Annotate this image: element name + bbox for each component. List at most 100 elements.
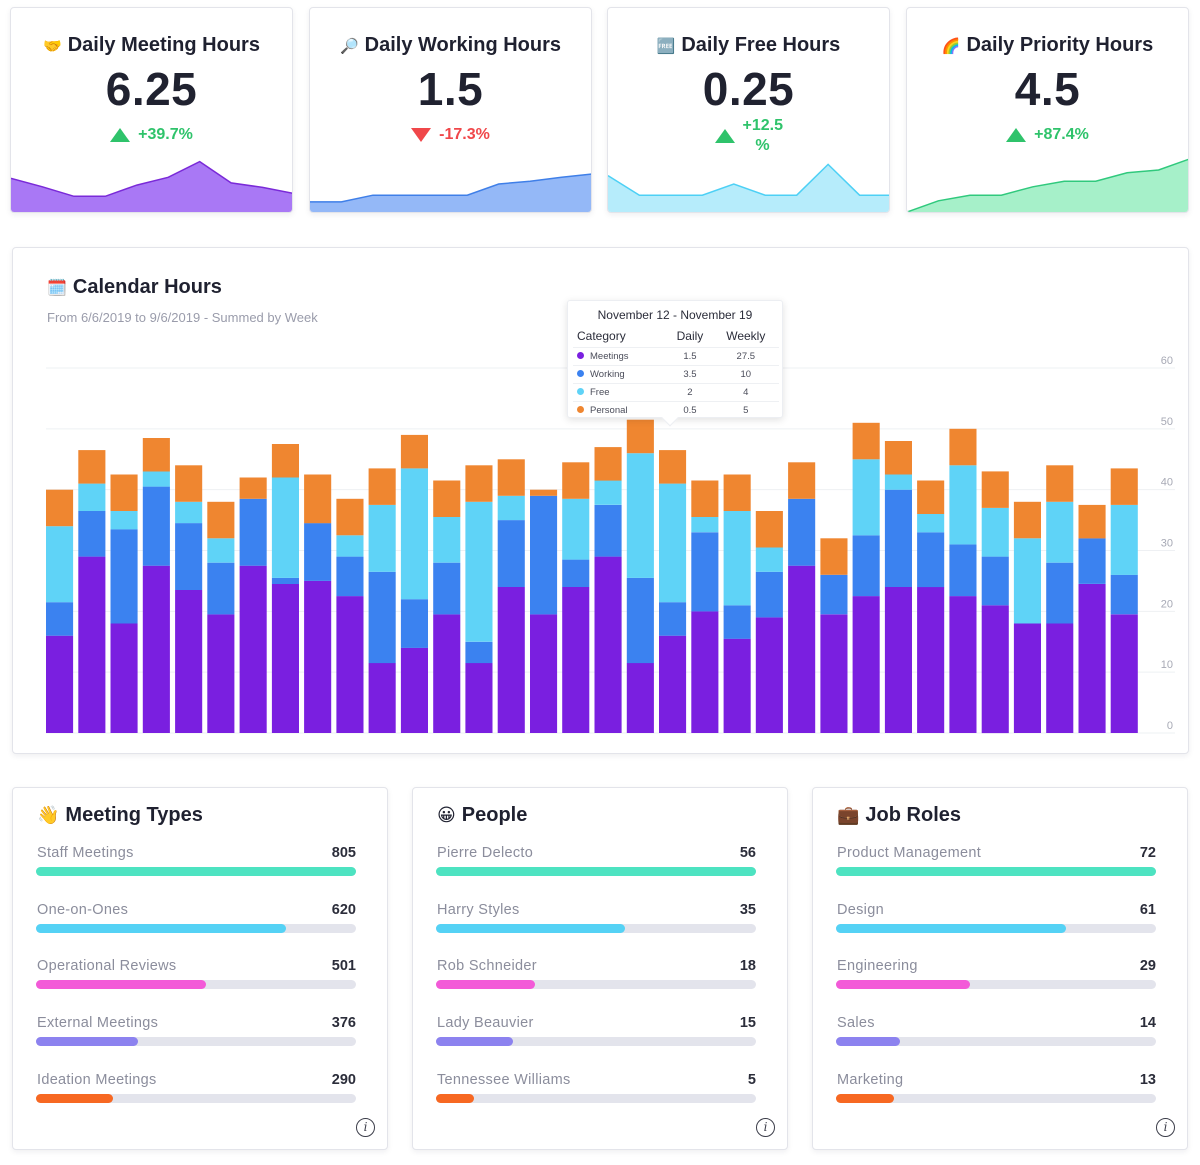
bar-segment-meetings[interactable] [659, 635, 687, 733]
bar-segment-meetings[interactable] [820, 614, 848, 733]
bar-segment-meetings[interactable] [239, 565, 267, 733]
bar-segment-meetings[interactable] [1046, 623, 1074, 734]
info-icon[interactable]: i [1156, 1118, 1175, 1137]
bar-segment-working[interactable] [820, 574, 848, 615]
bar-segment-free[interactable] [755, 547, 783, 572]
bar-segment-personal[interactable] [1013, 501, 1041, 539]
list-item[interactable]: Design 61 [836, 902, 1156, 959]
bar-segment-personal[interactable] [659, 450, 687, 484]
bar-segment-meetings[interactable] [594, 556, 622, 733]
bar-segment-personal[interactable] [562, 462, 590, 499]
bar-segment-free[interactable] [368, 504, 396, 572]
bar-segment-meetings[interactable] [271, 584, 299, 733]
bar-segment-personal[interactable] [1046, 465, 1074, 502]
bar-segment-free[interactable] [46, 526, 74, 603]
bar-segment-working[interactable] [852, 535, 880, 597]
bar-segment-free[interactable] [1110, 504, 1138, 575]
bar-segment-working[interactable] [884, 489, 912, 587]
bar-segment-free[interactable] [207, 538, 235, 563]
bar-segment-free[interactable] [691, 517, 719, 533]
bar-segment-free[interactable] [1013, 538, 1041, 624]
bar-segment-personal[interactable] [304, 474, 332, 524]
bar-segment-working[interactable] [917, 532, 945, 588]
bar-segment-personal[interactable] [110, 474, 138, 512]
bar-segment-working[interactable] [626, 577, 654, 664]
bar-segment-personal[interactable] [497, 459, 525, 496]
bar-segment-working[interactable] [1078, 538, 1106, 584]
bar-segment-free[interactable] [175, 501, 203, 524]
bar-segment-working[interactable] [562, 559, 590, 587]
bar-segment-working[interactable] [110, 529, 138, 624]
bar-segment-personal[interactable] [917, 480, 945, 515]
list-item[interactable]: Pierre Delecto 56 [436, 845, 756, 902]
bar-segment-meetings[interactable] [981, 605, 1009, 734]
bar-segment-meetings[interactable] [884, 587, 912, 733]
bar-segment-meetings[interactable] [142, 565, 170, 733]
bar-segment-working[interactable] [497, 520, 525, 587]
bar-segment-working[interactable] [1110, 574, 1138, 615]
bar-segment-personal[interactable] [820, 538, 848, 575]
bar-segment-working[interactable] [659, 602, 687, 636]
bar-segment-working[interactable] [400, 599, 428, 648]
bar-segment-personal[interactable] [175, 465, 203, 502]
list-item[interactable]: Tennessee Williams 5 [436, 1072, 756, 1129]
bar-segment-personal[interactable] [400, 434, 428, 469]
bar-segment-personal[interactable] [530, 489, 558, 496]
bar-segment-personal[interactable] [142, 438, 170, 472]
bar-segment-meetings[interactable] [723, 638, 751, 733]
bar-segment-working[interactable] [336, 556, 364, 597]
bar-segment-free[interactable] [562, 498, 590, 560]
bar-segment-working[interactable] [594, 504, 622, 557]
bar-segment-meetings[interactable] [1078, 584, 1106, 733]
bar-segment-meetings[interactable] [175, 590, 203, 733]
kpi-card-priority-hours[interactable]: 🌈 Daily Priority Hours 4.5 +87.4% [906, 7, 1189, 213]
bar-segment-working[interactable] [271, 577, 299, 584]
bar-segment-free[interactable] [465, 501, 493, 642]
bar-segment-personal[interactable] [949, 428, 977, 466]
bar-segment-personal[interactable] [207, 501, 235, 539]
bar-segment-personal[interactable] [723, 474, 751, 512]
bar-segment-meetings[interactable] [530, 614, 558, 733]
bar-segment-meetings[interactable] [1013, 623, 1041, 734]
list-item[interactable]: Operational Reviews 501 [36, 958, 356, 1015]
list-item[interactable]: External Meetings 376 [36, 1015, 356, 1072]
bar-segment-meetings[interactable] [626, 663, 654, 733]
bar-segment-meetings[interactable] [304, 580, 332, 733]
bar-segment-working[interactable] [46, 602, 74, 636]
bar-segment-working[interactable] [433, 562, 461, 615]
bar-segment-working[interactable] [1046, 562, 1074, 624]
bar-segment-free[interactable] [917, 514, 945, 533]
bar-segment-meetings[interactable] [949, 596, 977, 733]
bar-segment-meetings[interactable] [433, 614, 461, 733]
bar-segment-working[interactable] [755, 571, 783, 618]
bar-segment-personal[interactable] [691, 480, 719, 518]
bar-segment-free[interactable] [723, 511, 751, 606]
bar-segment-working[interactable] [723, 605, 751, 639]
bar-segment-personal[interactable] [239, 477, 267, 499]
bar-segment-working[interactable] [465, 641, 493, 664]
calendar-hours-chart[interactable]: 0 10 20 30 40 50 60 [13, 248, 1189, 754]
kpi-card-working-hours[interactable]: 🔎 Daily Working Hours 1.5 -17.3% [309, 7, 592, 213]
bar-segment-meetings[interactable] [400, 647, 428, 733]
bar-segment-personal[interactable] [46, 489, 74, 527]
list-item[interactable]: Lady Beauvier 15 [436, 1015, 756, 1072]
bar-segment-meetings[interactable] [368, 663, 396, 733]
info-icon[interactable]: i [356, 1118, 375, 1137]
bar-segment-personal[interactable] [433, 480, 461, 518]
bar-segment-working[interactable] [78, 511, 106, 557]
bar-segment-free[interactable] [1046, 501, 1074, 563]
list-item[interactable]: Ideation Meetings 290 [36, 1072, 356, 1129]
bar-segment-personal[interactable] [78, 450, 106, 484]
bar-segment-meetings[interactable] [465, 663, 493, 733]
bar-segment-personal[interactable] [788, 462, 816, 499]
bar-segment-meetings[interactable] [788, 565, 816, 733]
bar-segment-meetings[interactable] [207, 614, 235, 733]
bar-segment-meetings[interactable] [497, 587, 525, 733]
bar-segment-working[interactable] [368, 571, 396, 664]
bar-segment-personal[interactable] [271, 444, 299, 478]
bar-segment-working[interactable] [981, 556, 1009, 606]
bar-segment-free[interactable] [497, 495, 525, 521]
bar-segment-free[interactable] [981, 507, 1009, 557]
bar-segment-free[interactable] [594, 480, 622, 505]
bar-segment-working[interactable] [949, 544, 977, 597]
